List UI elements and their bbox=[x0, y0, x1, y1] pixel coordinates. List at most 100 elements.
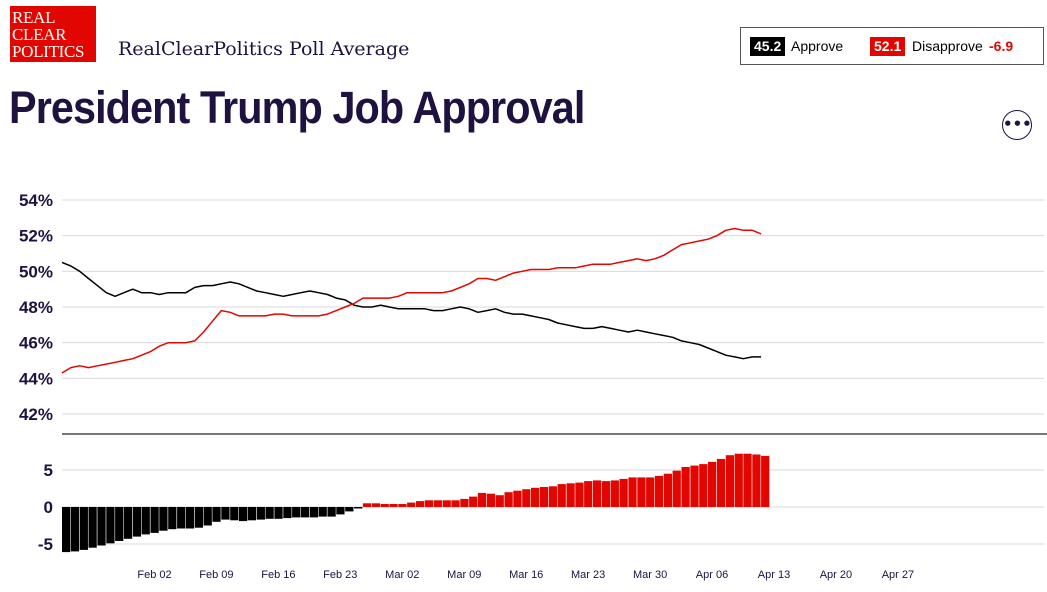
spread-bar bbox=[97, 507, 106, 546]
spread-bar bbox=[274, 507, 283, 519]
spread-bar bbox=[168, 507, 177, 530]
spread-bar bbox=[699, 464, 708, 507]
spread-bar bbox=[433, 500, 442, 507]
spread-bar bbox=[663, 473, 673, 507]
legend-box: 45.2 Approve 52.1 Disapprove -6.9 bbox=[740, 27, 1044, 65]
spread-bar bbox=[716, 458, 726, 507]
spread-bar bbox=[389, 504, 398, 507]
approve-label: Approve bbox=[791, 38, 844, 54]
spread-bar bbox=[539, 487, 549, 507]
spread-bar bbox=[424, 500, 434, 507]
spread-bar bbox=[132, 507, 142, 537]
x-tick-label: Apr 27 bbox=[882, 569, 914, 581]
spread-bar bbox=[221, 507, 230, 520]
x-tick-label: Feb 02 bbox=[137, 569, 171, 581]
spread-bar bbox=[416, 501, 425, 507]
x-tick-label: Mar 02 bbox=[385, 569, 419, 581]
disapprove-label: Disapprove bbox=[912, 38, 983, 54]
x-tick-label: Feb 23 bbox=[323, 569, 357, 581]
approve-value-badge: 45.2 bbox=[750, 37, 786, 56]
y-tick-label: 52% bbox=[19, 227, 53, 246]
spread-bar bbox=[761, 455, 770, 507]
spread-bar bbox=[265, 507, 274, 519]
spread-bar bbox=[106, 507, 115, 544]
spread-bar bbox=[318, 507, 327, 517]
page-subtitle: RealClearPolitics Poll Average bbox=[118, 38, 410, 60]
y-tick-label: 54% bbox=[19, 191, 53, 210]
logo-line-2: CLEAR bbox=[12, 25, 67, 44]
spread-bar bbox=[486, 493, 496, 507]
spread-bar bbox=[513, 490, 522, 507]
spread-bar bbox=[646, 477, 655, 507]
spread-bar bbox=[610, 480, 619, 507]
y-tick-label: 42% bbox=[19, 405, 53, 424]
y-tick-label: 46% bbox=[19, 334, 53, 353]
rcp-logo[interactable]: REAL CLEAR POLITICS bbox=[10, 6, 96, 62]
spread-bar bbox=[619, 478, 628, 507]
logo-line-3: POLITICS bbox=[12, 42, 85, 61]
spread-bar bbox=[522, 489, 531, 507]
x-tick-label: Mar 16 bbox=[509, 569, 543, 581]
y-tick-label: 50% bbox=[19, 262, 53, 281]
spread-bar bbox=[469, 496, 478, 507]
spread-bar bbox=[566, 483, 575, 507]
spread-bar bbox=[557, 484, 566, 507]
spread-tick-label: 0 bbox=[44, 498, 53, 517]
y-tick-label: 44% bbox=[19, 369, 53, 388]
spread-tick-label: -5 bbox=[38, 535, 53, 554]
spread-bar bbox=[62, 507, 71, 553]
disapprove-line bbox=[61, 227, 762, 374]
spread-bar bbox=[371, 503, 381, 507]
spread-bar bbox=[593, 480, 602, 507]
spread-bar bbox=[601, 481, 611, 507]
disapprove-value-badge: 52.1 bbox=[870, 37, 906, 56]
spread-bar bbox=[362, 503, 372, 507]
spread-bar bbox=[495, 495, 504, 507]
spread-bar bbox=[159, 507, 168, 531]
spread-bar bbox=[734, 453, 743, 507]
x-tick-label: Apr 20 bbox=[820, 569, 852, 581]
x-tick-label: Mar 23 bbox=[571, 569, 605, 581]
x-tick-label: Feb 09 bbox=[199, 569, 233, 581]
spread-bar bbox=[79, 507, 88, 550]
page-title: President Trump Job Approval bbox=[9, 82, 585, 133]
x-tick-label: Apr 13 bbox=[758, 569, 790, 581]
spread-bar bbox=[247, 507, 257, 521]
spread-bar bbox=[628, 477, 637, 507]
spread-bar bbox=[681, 467, 690, 507]
spread-bar bbox=[177, 507, 186, 529]
approve-line bbox=[61, 261, 762, 360]
spread-bar bbox=[141, 507, 150, 535]
spread-bar bbox=[70, 507, 80, 552]
spread-bar bbox=[239, 507, 248, 522]
spread-bar bbox=[743, 453, 752, 507]
y-tick-label: 48% bbox=[19, 298, 53, 317]
spread-bar bbox=[123, 507, 133, 539]
spread-bar bbox=[672, 470, 681, 507]
spread-bar bbox=[380, 504, 389, 507]
spread-bar bbox=[637, 477, 646, 507]
spread-tick-label: 5 bbox=[44, 461, 53, 480]
spread-bar bbox=[283, 507, 292, 519]
spread-bar bbox=[398, 504, 407, 507]
x-tick-label: Mar 30 bbox=[633, 569, 667, 581]
spread-value: -6.9 bbox=[989, 38, 1014, 54]
spread-bar bbox=[88, 507, 97, 548]
spread-bar bbox=[477, 492, 487, 507]
spread-bar bbox=[309, 507, 319, 518]
spread-bar bbox=[230, 507, 239, 521]
spread-bar bbox=[354, 507, 363, 509]
spread-bar bbox=[451, 500, 460, 507]
spread-bar bbox=[442, 500, 451, 507]
spread-bar bbox=[327, 507, 336, 517]
spread-bar bbox=[300, 507, 310, 518]
spread-bar bbox=[194, 507, 204, 528]
spread-bar bbox=[150, 507, 159, 533]
spread-bar bbox=[752, 454, 761, 507]
spread-bar bbox=[336, 507, 345, 515]
spread-bar bbox=[115, 507, 124, 541]
spread-bar bbox=[460, 498, 469, 507]
x-tick-label: Feb 16 bbox=[261, 569, 295, 581]
more-options-button[interactable]: ••• bbox=[1002, 110, 1032, 140]
